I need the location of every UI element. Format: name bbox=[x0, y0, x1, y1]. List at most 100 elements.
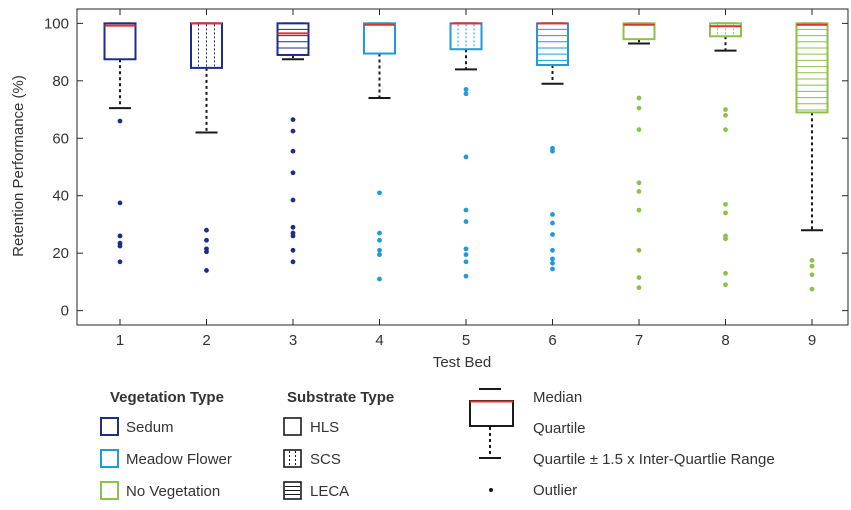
legend-substrate: Substrate Type HLS SCS LECA bbox=[283, 389, 394, 500]
outlier-point bbox=[463, 246, 469, 252]
outlier-point bbox=[290, 117, 296, 122]
outlier-point bbox=[550, 247, 555, 253]
quartile-box bbox=[276, 22, 310, 56]
outlier-point bbox=[550, 256, 555, 262]
box-test-bed-4 bbox=[363, 22, 396, 282]
outlier-point bbox=[636, 189, 642, 194]
outlier-point bbox=[809, 286, 815, 292]
outlier-point bbox=[290, 224, 296, 230]
outlier-point bbox=[723, 210, 728, 216]
x-tick-label: 2 bbox=[202, 332, 210, 349]
outlier-point bbox=[636, 285, 642, 291]
legend-vegetation-title: Vegetation Type bbox=[110, 389, 224, 406]
outlier-point bbox=[463, 87, 469, 92]
outlier-point bbox=[723, 127, 728, 133]
x-axis-label: Test Bed bbox=[433, 354, 491, 371]
outlier-point bbox=[723, 270, 728, 276]
outlier-point bbox=[723, 112, 728, 118]
outlier-point bbox=[636, 275, 642, 280]
box-test-bed-3 bbox=[276, 22, 310, 265]
outlier-point bbox=[636, 105, 642, 111]
outlier-point bbox=[550, 266, 555, 272]
outlier-point bbox=[377, 190, 382, 196]
y-tick-label: 0 bbox=[61, 303, 69, 320]
outlier-point bbox=[463, 207, 469, 213]
outlier-point bbox=[723, 236, 728, 242]
quartile-box bbox=[795, 22, 829, 114]
outlier-point bbox=[636, 207, 642, 213]
box-test-bed-1 bbox=[103, 22, 137, 265]
outlier-point bbox=[723, 282, 728, 288]
legend-key: Median Quartile Quartile ± 1.5 x Inter-Q… bbox=[469, 388, 775, 499]
outlier-point bbox=[463, 154, 469, 160]
axes: 0 20 40 60 80 100 1 2 3 4 5 6 7 8 9 bbox=[44, 8, 849, 349]
x-tick-label: 5 bbox=[462, 332, 470, 349]
outlier-point bbox=[636, 247, 642, 253]
outlier-point bbox=[377, 247, 382, 253]
outlier-point bbox=[377, 252, 382, 258]
x-tick-label: 9 bbox=[808, 332, 816, 349]
outlier-point bbox=[377, 230, 382, 236]
legend-label-leca: LECA bbox=[310, 483, 349, 500]
y-tick-label: 20 bbox=[52, 245, 69, 262]
legend-label-sedum: Sedum bbox=[126, 419, 174, 436]
outlier-point bbox=[377, 276, 382, 282]
box-test-bed-7 bbox=[622, 22, 656, 291]
outlier-point bbox=[550, 260, 555, 266]
quartile-box bbox=[103, 22, 137, 61]
outlier-point bbox=[117, 243, 123, 249]
y-tick-label: 100 bbox=[44, 15, 69, 32]
legend-key-box bbox=[469, 400, 514, 427]
y-tick-label: 60 bbox=[52, 130, 69, 147]
legend-key-median-label: Median bbox=[533, 389, 582, 406]
outlier-point bbox=[809, 263, 815, 269]
outlier-point bbox=[636, 127, 642, 133]
legend-swatch-meadow-flower bbox=[100, 449, 119, 468]
legend-label-hls: HLS bbox=[310, 419, 339, 436]
outlier-point bbox=[636, 95, 642, 101]
outlier-point bbox=[809, 257, 815, 263]
outlier-point bbox=[117, 118, 123, 124]
legend-substrate-title: Substrate Type bbox=[287, 389, 394, 406]
quartile-box bbox=[622, 22, 656, 41]
outlier-point bbox=[463, 252, 469, 258]
legend-swatch-sedum bbox=[100, 417, 119, 436]
outlier-point bbox=[290, 233, 296, 239]
x-tick-label: 6 bbox=[548, 332, 556, 349]
legend-swatch-scs bbox=[283, 449, 302, 468]
plot-frame bbox=[76, 8, 849, 326]
outlier-point bbox=[204, 268, 209, 273]
outlier-point bbox=[204, 237, 209, 243]
legend-key-outlier-label: Outlier bbox=[533, 482, 577, 499]
legend-label-scs: SCS bbox=[310, 451, 341, 468]
legend-key-quartile-label: Quartile bbox=[533, 420, 586, 437]
outlier-point bbox=[550, 220, 555, 226]
outlier-point bbox=[290, 170, 296, 176]
x-tick-label: 3 bbox=[289, 332, 297, 349]
legend-vegetation: Vegetation Type Sedum Meadow Flower No V… bbox=[100, 389, 232, 500]
outlier-point bbox=[463, 91, 469, 97]
outlier-point bbox=[463, 273, 469, 279]
y-axis-label: Retention Performance (%) bbox=[10, 75, 27, 257]
outlier-point bbox=[809, 272, 815, 278]
outlier-point bbox=[463, 259, 469, 265]
outlier-point bbox=[377, 237, 382, 243]
outlier-point bbox=[290, 247, 296, 253]
outlier-point bbox=[204, 227, 209, 233]
box-test-bed-5 bbox=[449, 22, 483, 279]
box-test-bed-6 bbox=[536, 22, 569, 272]
legend-swatch-no-vegetation bbox=[100, 481, 119, 500]
legend-key-iqr-label: Quartile ± 1.5 x Inter-Quartlie Range bbox=[533, 451, 775, 468]
box-test-bed-2 bbox=[190, 22, 223, 273]
outlier-point bbox=[463, 219, 469, 224]
quartile-box bbox=[363, 22, 396, 55]
legend-swatch-leca bbox=[283, 481, 302, 500]
y-tick-label: 80 bbox=[52, 73, 69, 90]
outlier-point bbox=[117, 200, 123, 206]
outlier-point bbox=[117, 259, 123, 265]
outlier-point bbox=[117, 233, 123, 239]
x-tick-label: 7 bbox=[635, 332, 643, 349]
outlier-point bbox=[723, 107, 728, 112]
x-tick-label: 1 bbox=[116, 332, 124, 349]
